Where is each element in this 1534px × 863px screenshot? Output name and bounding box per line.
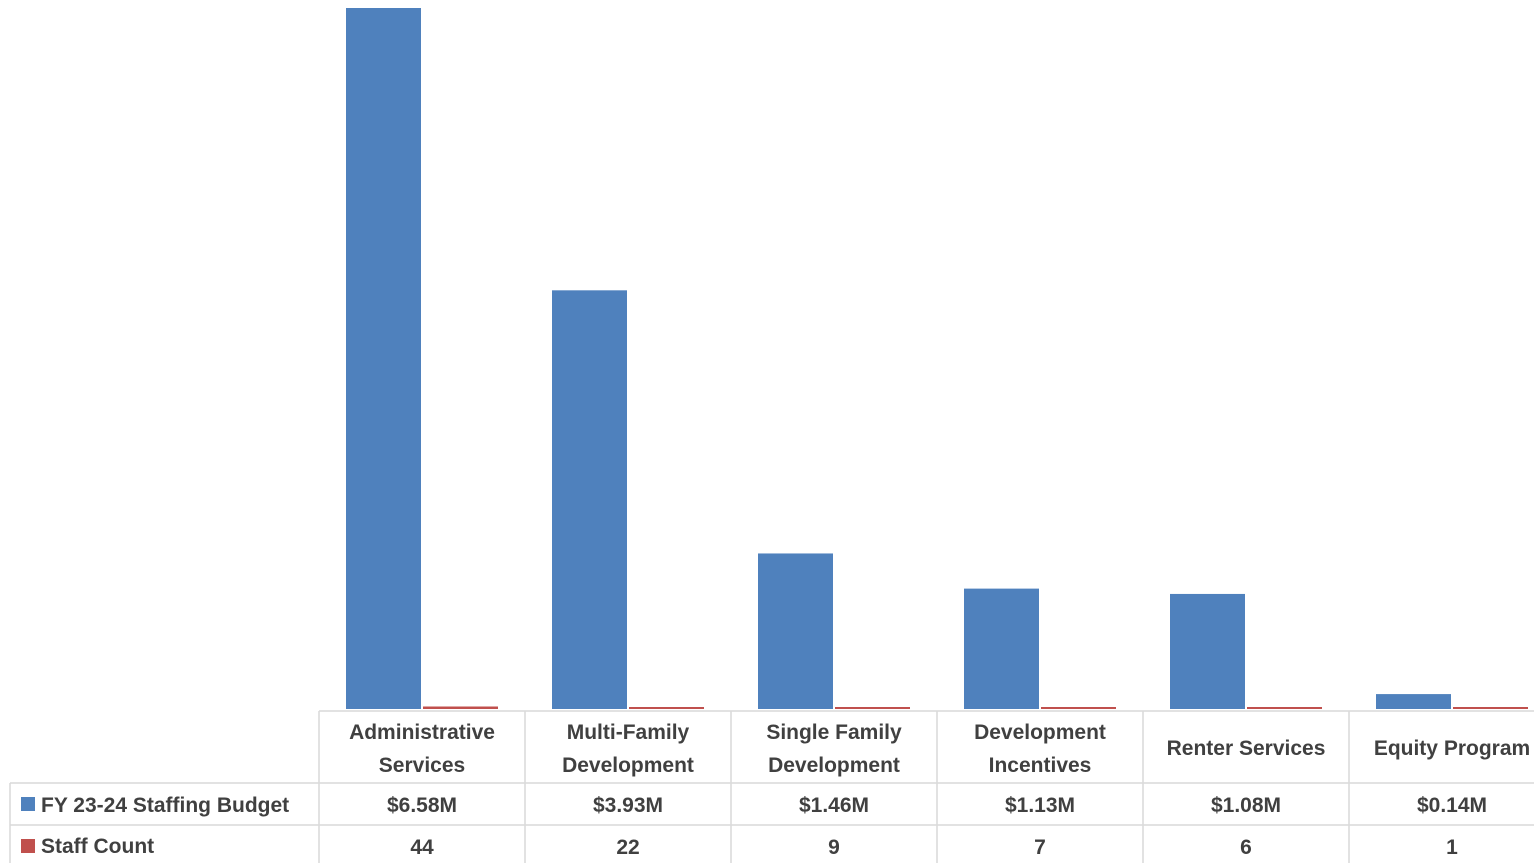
budget-value-label: $1.46M bbox=[799, 794, 869, 817]
staff-count-bar bbox=[1453, 707, 1528, 709]
staff-count-bar bbox=[1041, 707, 1116, 709]
legend-key-budget bbox=[21, 797, 35, 811]
category-label: Development Incentives bbox=[974, 721, 1106, 777]
staff-count-bar bbox=[835, 707, 910, 709]
staff-count-value-label: 44 bbox=[410, 836, 434, 859]
legend-key-staff-count bbox=[21, 839, 35, 853]
category-label: Administrative Services bbox=[349, 721, 495, 777]
budget-bar bbox=[346, 8, 421, 709]
staff-count-value-label: 7 bbox=[1034, 836, 1046, 859]
staff-count-bar bbox=[423, 706, 498, 709]
staff-count-value-label: 22 bbox=[616, 836, 639, 859]
staff-count-value-label: 6 bbox=[1240, 836, 1252, 859]
category-label: Equity Program bbox=[1374, 737, 1530, 760]
category-label: Multi-Family Development bbox=[562, 721, 694, 777]
staff-count-bar bbox=[629, 707, 704, 709]
budget-value-label: $1.13M bbox=[1005, 794, 1075, 817]
category-label: Single Family Development bbox=[766, 721, 902, 777]
category-label: Renter Services bbox=[1167, 737, 1326, 760]
budget-bar bbox=[1376, 694, 1451, 709]
staff-count-value-label: 9 bbox=[828, 836, 840, 859]
budget-value-label: $6.58M bbox=[387, 794, 457, 817]
budget-value-label: $0.14M bbox=[1417, 794, 1487, 817]
staff-count-value-label: 1 bbox=[1446, 836, 1458, 859]
budget-value-label: $1.08M bbox=[1211, 794, 1281, 817]
legend-label-staff-count: Staff Count bbox=[41, 835, 154, 858]
budget-bar bbox=[758, 553, 833, 709]
budget-value-label: $3.93M bbox=[593, 794, 663, 817]
legend-label-budget: FY 23-24 Staffing Budget bbox=[41, 794, 289, 817]
budget-bar bbox=[964, 588, 1039, 709]
budget-bar bbox=[552, 290, 627, 709]
budget-bar bbox=[1170, 593, 1245, 709]
staff-count-bar bbox=[1247, 707, 1322, 709]
